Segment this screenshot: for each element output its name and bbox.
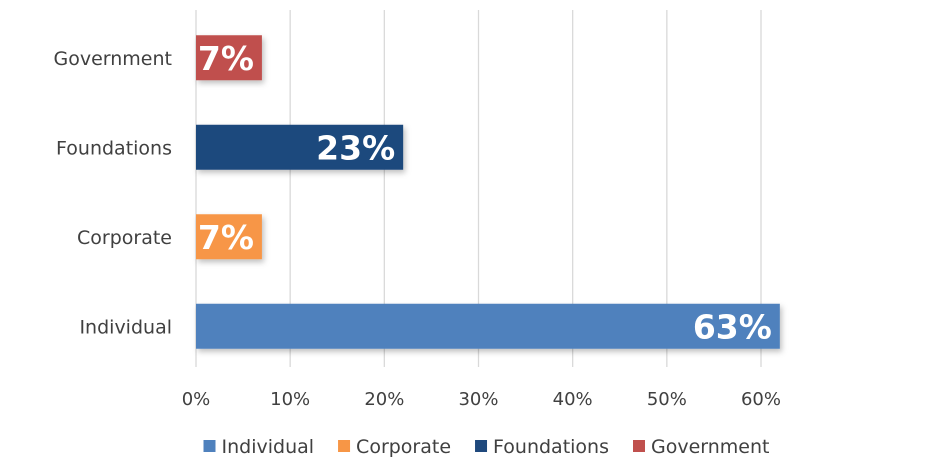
data-label-foundations: 23% (316, 128, 395, 167)
legend-item-government: Government (633, 436, 770, 458)
tick-label-50: 50% (647, 389, 687, 410)
legend-label-individual: Individual (222, 436, 315, 458)
legend-label-government: Government (651, 436, 770, 458)
bar-government (196, 35, 262, 81)
legend-swatch-foundations (475, 440, 488, 452)
data-labels: 63% 7% 23% 7% (198, 39, 772, 347)
category-label-individual: Individual (79, 316, 172, 338)
legend-item-foundations: Foundations (475, 436, 609, 458)
legend-item-corporate: Corporate (338, 436, 451, 458)
tick-label-0: 0% (182, 389, 211, 410)
data-label-individual: 63% (693, 307, 772, 346)
category-axis: Individual Corporate Foundations Government (54, 48, 173, 339)
tick-label-60: 60% (741, 389, 781, 410)
legend-swatch-corporate (338, 440, 351, 452)
tick-label-10: 10% (270, 389, 310, 410)
legend-label-corporate: Corporate (356, 436, 451, 458)
legend-swatch-individual (203, 440, 216, 452)
value-axis: 0% 10% 20% 30% 40% 50% 60% (182, 389, 781, 410)
legend-item-individual: Individual (203, 436, 315, 458)
category-label-corporate: Corporate (77, 227, 172, 249)
tick-label-30: 30% (458, 389, 498, 410)
category-label-government: Government (54, 48, 173, 70)
bar-corporate (196, 214, 262, 260)
category-label-foundations: Foundations (56, 137, 172, 159)
tick-label-40: 40% (553, 389, 593, 410)
bars (196, 35, 780, 349)
legend-label-foundations: Foundations (493, 436, 609, 458)
bar-individual (196, 303, 780, 349)
legend-swatch-government (633, 440, 645, 452)
data-label-corporate: 7% (198, 218, 254, 257)
legend: Individual Corporate Foundations Government (203, 436, 770, 458)
bar-foundations (196, 124, 404, 170)
tick-label-20: 20% (364, 389, 404, 410)
data-label-government: 7% (198, 39, 254, 78)
gridlines (195, 10, 762, 367)
